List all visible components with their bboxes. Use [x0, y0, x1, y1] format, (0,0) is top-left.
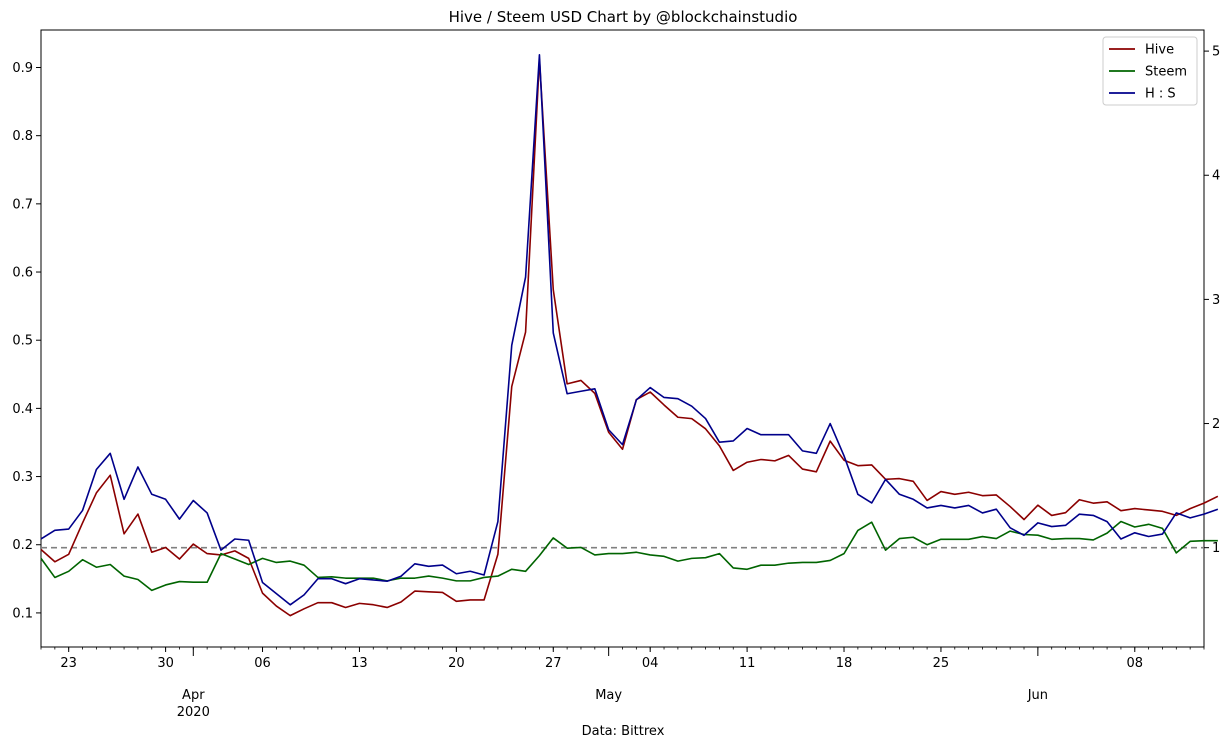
left-y-tick-label: 0.3 [12, 470, 33, 485]
right-y-tick-label: 5 [1212, 45, 1220, 60]
x-month-tick-label: Apr [182, 688, 205, 703]
chart-title: Hive / Steem USD Chart by @blockchainstu… [449, 8, 798, 26]
right-y-axis: 1 2 3 4 5 [1204, 45, 1220, 556]
x-week-tick-label: 27 [545, 656, 562, 671]
hive-line [40, 58, 1219, 617]
ratio-line [40, 54, 1219, 606]
left-y-tick-label: 0.1 [12, 606, 33, 621]
right-y-tick-label: 2 [1212, 417, 1220, 432]
x-week-tick-label: 04 [642, 656, 659, 671]
x-week-tick-label: 25 [933, 656, 950, 671]
right-y-tick-label: 3 [1212, 293, 1220, 308]
left-y-tick-label: 0.7 [12, 197, 33, 212]
x-week-tick-label: 06 [254, 656, 271, 671]
left-y-axis: 0.1 0.2 0.3 0.4 0.5 0.6 0.7 0.8 0.9 [12, 61, 41, 621]
x-week-tick-label: 30 [157, 656, 174, 671]
left-y-tick-label: 0.2 [12, 538, 33, 553]
legend: Hive Steem H : S [1102, 36, 1198, 106]
x-year-label: 2020 [177, 705, 210, 720]
x-month-tick-label: May [595, 688, 622, 703]
x-week-tick-label: 08 [1127, 656, 1144, 671]
left-y-tick-label: 0.6 [12, 266, 33, 281]
x-week-tick-label: 13 [351, 656, 368, 671]
x-week-tick-label: 18 [836, 656, 853, 671]
legend-box [1102, 36, 1198, 106]
x-axis: 23 30 06 13 20 27 04 11 18 25 08 Apr 2020 May Jun [40, 647, 1205, 720]
left-y-tick-label: 0.4 [12, 402, 33, 417]
legend-entry-label: Steem [1145, 65, 1187, 80]
right-y-tick-label: 1 [1212, 541, 1220, 556]
left-y-tick-label: 0.5 [12, 334, 33, 349]
x-week-tick-label: 20 [448, 656, 465, 671]
x-axis-label: Data: Bittrex [582, 724, 665, 739]
steem-line [40, 520, 1218, 592]
x-week-tick-label: 11 [739, 656, 756, 671]
legend-entry-label: H : S [1145, 87, 1176, 102]
series-layer [40, 54, 1219, 617]
right-y-tick-label: 4 [1212, 169, 1220, 184]
left-y-tick-label: 0.8 [12, 129, 33, 144]
legend-entry-label: Hive [1145, 43, 1174, 58]
left-y-tick-label: 0.9 [12, 61, 33, 76]
x-month-tick-label: Jun [1027, 688, 1048, 703]
x-week-tick-label: 23 [60, 656, 77, 671]
